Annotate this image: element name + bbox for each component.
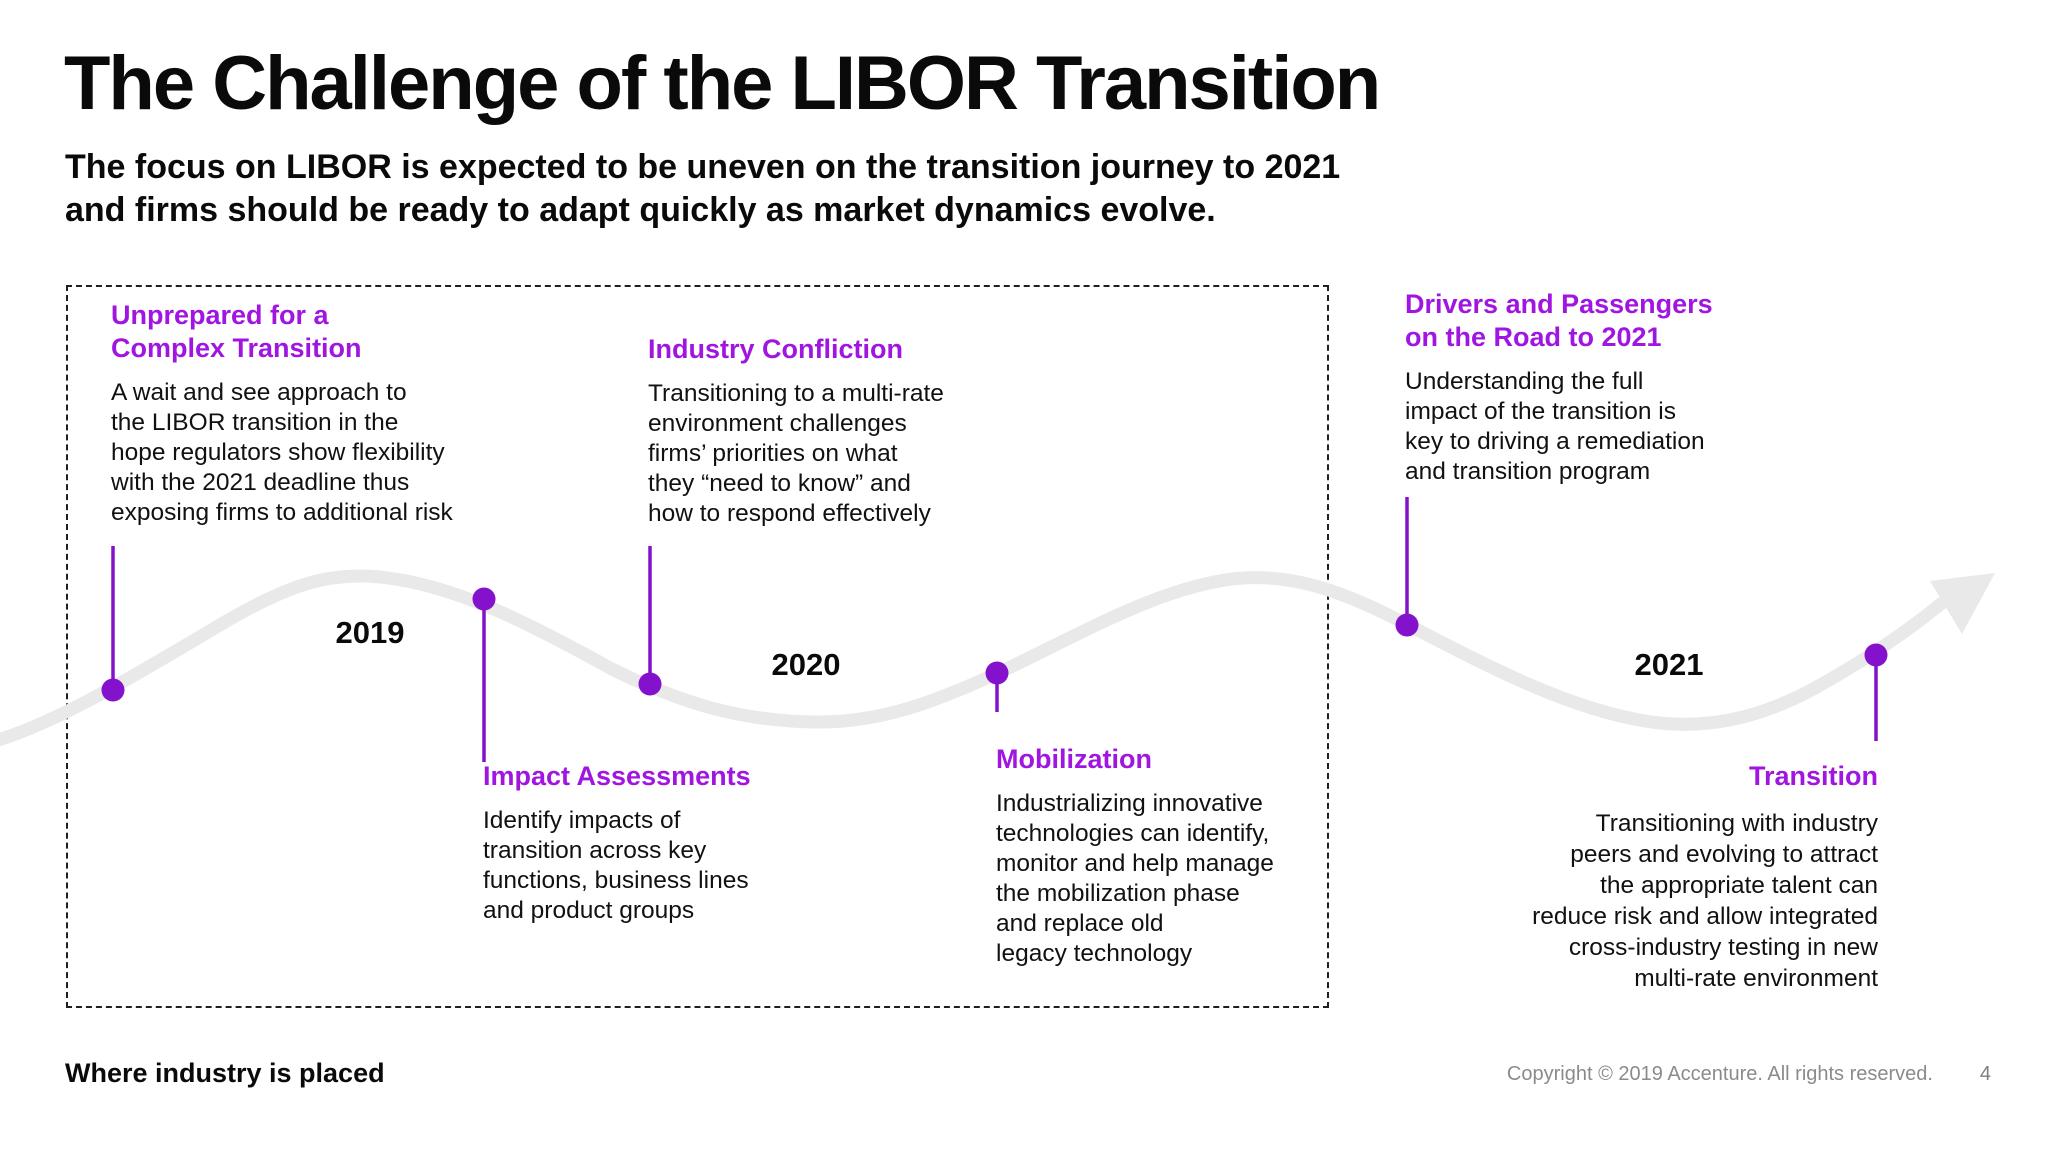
milestone-body: A wait and see approach to the LIBOR tra… bbox=[111, 379, 453, 526]
year-label-2019: 2019 bbox=[335, 615, 405, 650]
milestone-title: Unprepared for a Complex Transition bbox=[111, 300, 362, 363]
milestone-unprepared: Unprepared for a Complex Transition A wa… bbox=[111, 299, 531, 528]
milestone-mobilization: Mobilization Industrializing innovative … bbox=[996, 743, 1416, 969]
page-number: 4 bbox=[1979, 1063, 1991, 1085]
year-label-2021: 2021 bbox=[1634, 647, 1704, 682]
milestone-body: Identify impacts of transition across ke… bbox=[483, 807, 749, 924]
milestone-body: Transitioning with industry peers and ev… bbox=[1532, 810, 1878, 992]
milestone-title: Mobilization bbox=[996, 744, 1152, 774]
milestone-title: Drivers and Passengers on the Road to 20… bbox=[1405, 289, 1713, 352]
milestone-body: Industrializing innovative technologies … bbox=[996, 790, 1274, 967]
arrowhead-icon bbox=[1930, 573, 1995, 634]
copyright-text: Copyright © 2019 Accenture. All rights r… bbox=[1506, 1063, 1933, 1085]
milestone-industry-confliction: Industry Confliction Transitioning to a … bbox=[648, 333, 1068, 529]
footer-note: Where industry is placed bbox=[65, 1058, 385, 1088]
year-label-2020: 2020 bbox=[771, 647, 841, 682]
milestone-title: Impact Assessments bbox=[483, 761, 751, 791]
milestone-impact-assessments: Impact Assessments Identify impacts of t… bbox=[483, 760, 903, 926]
page-title: The Challenge of the LIBOR Transition bbox=[64, 41, 1381, 126]
milestone-dot-drivers bbox=[1395, 613, 1419, 637]
milestone-transition: Transition Transitioning with industry p… bbox=[1408, 760, 1878, 994]
milestone-title: Transition bbox=[1748, 761, 1878, 791]
milestone-title: Industry Confliction bbox=[648, 334, 903, 364]
milestone-body: Transitioning to a multi-rate environmen… bbox=[648, 380, 944, 527]
milestone-dot-transition bbox=[1864, 643, 1888, 667]
milestone-body: Understanding the full impact of the tra… bbox=[1405, 368, 1705, 485]
milestone-drivers-passengers: Drivers and Passengers on the Road to 20… bbox=[1405, 288, 1825, 487]
page-subtitle: The focus on LIBOR is expected to be une… bbox=[65, 148, 1341, 229]
